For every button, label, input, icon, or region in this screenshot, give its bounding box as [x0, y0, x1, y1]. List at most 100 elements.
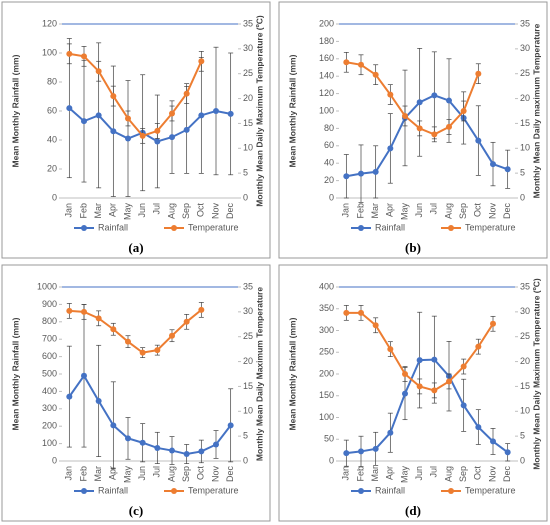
- x-tick-label: Mar: [93, 203, 103, 219]
- x-tick-label: Jan: [64, 203, 74, 218]
- x-tick-label: Feb: [355, 466, 365, 482]
- y-tick-label: 900: [42, 299, 57, 309]
- y-tick-label: 0: [52, 455, 57, 465]
- point: [139, 132, 146, 139]
- y-tick-label: 20: [47, 163, 57, 173]
- point: [125, 435, 131, 442]
- y-tick-label: 300: [42, 403, 57, 413]
- y-tick-label: 120: [319, 88, 334, 98]
- point: [446, 123, 452, 130]
- y-tick-label: 100: [42, 47, 57, 57]
- series-line: [69, 309, 202, 354]
- point: [198, 448, 205, 455]
- panel-border: [1, 1, 271, 259]
- series-line: [346, 61, 480, 136]
- x-tick-label: Jun: [137, 466, 147, 481]
- y-tick-label: 80: [47, 76, 57, 86]
- x-tick-label: Mar: [370, 466, 380, 482]
- y-tick-label: 250: [319, 347, 334, 357]
- point: [139, 349, 146, 356]
- y2-tick-label: 15: [243, 381, 253, 391]
- x-tick-label: Dec: [225, 466, 235, 483]
- point: [446, 97, 452, 104]
- legend-marker: [81, 225, 87, 231]
- point: [358, 309, 364, 316]
- y2-tick-label: 25: [520, 68, 530, 78]
- x-tick-label: Apr: [108, 203, 118, 217]
- x-tick-label: Jan: [64, 466, 74, 481]
- point: [372, 322, 379, 329]
- point: [343, 173, 350, 180]
- point: [372, 445, 379, 452]
- panel-border: [278, 1, 548, 259]
- point: [125, 338, 131, 345]
- y-tick-label: 0: [52, 192, 57, 202]
- y-tick-label: 160: [319, 53, 334, 63]
- y-tick-label: 400: [319, 281, 334, 291]
- y-tick-label: 1000: [37, 281, 57, 291]
- point: [110, 422, 117, 429]
- point: [198, 306, 205, 313]
- y2-tick-label: 35: [520, 281, 530, 291]
- y2-tick-label: 15: [520, 118, 530, 128]
- x-tick-label: Jul: [429, 466, 439, 478]
- panel-label: (c): [129, 503, 143, 518]
- legend-label: Rainfall: [375, 222, 405, 232]
- y2-axis-title: Monthly Mean Daily Maximum Temperature (…: [531, 278, 541, 470]
- legend-marker: [448, 225, 454, 231]
- y2-tick-label: 30: [243, 43, 253, 53]
- point: [95, 112, 102, 119]
- point: [125, 135, 131, 142]
- point: [66, 50, 73, 57]
- point: [372, 71, 379, 78]
- y2-tick-label: 15: [243, 118, 253, 128]
- panel-border: [1, 264, 271, 522]
- x-tick-label: Jun: [137, 203, 147, 218]
- y2-tick-label: 20: [243, 93, 253, 103]
- y-tick-label: 350: [319, 303, 334, 313]
- y-tick-label: 500: [42, 368, 57, 378]
- panel-label: (a): [128, 240, 143, 255]
- y-tick-label: 60: [47, 105, 57, 115]
- panel: 0 100 200 300 400 500 600 700 800 900 1000 0 5 10 15 20…: [1, 264, 271, 522]
- point: [504, 166, 511, 173]
- y2-tick-label: 20: [243, 356, 253, 366]
- y2-tick-label: 35: [243, 18, 253, 28]
- series-line: [69, 52, 203, 138]
- y-tick-label: 100: [42, 438, 57, 448]
- y2-tick-label: 30: [520, 306, 530, 316]
- legend-marker: [171, 488, 177, 494]
- y-tick-label: 100: [319, 412, 334, 422]
- point: [358, 448, 364, 455]
- point: [387, 91, 394, 98]
- point: [183, 451, 190, 458]
- point: [343, 450, 350, 457]
- point: [169, 447, 175, 454]
- point: [154, 444, 161, 451]
- point: [475, 424, 482, 431]
- y-tick-label: 0: [329, 192, 334, 202]
- point: [110, 128, 117, 135]
- x-tick-label: Sep: [458, 466, 468, 482]
- point: [81, 308, 87, 315]
- y2-tick-label: 10: [243, 143, 253, 153]
- point: [183, 318, 190, 325]
- x-tick-label: Apr: [108, 466, 118, 480]
- y2-tick-label: 25: [243, 68, 253, 78]
- x-tick-label: Nov: [210, 203, 220, 220]
- point: [475, 70, 482, 77]
- x-tick-label: Jan: [341, 203, 351, 218]
- y2-tick-label: 0: [520, 192, 525, 202]
- point: [358, 170, 364, 177]
- panel-label: (b): [405, 240, 421, 255]
- x-tick-label: Jan: [341, 466, 351, 481]
- y-tick-label: 100: [319, 105, 334, 115]
- y-tick-label: 0: [329, 455, 334, 465]
- y-tick-label: 400: [42, 386, 57, 396]
- x-tick-label: May: [122, 466, 132, 484]
- point: [95, 68, 102, 75]
- point: [95, 315, 102, 322]
- point: [416, 383, 423, 390]
- series-line: [68, 373, 232, 456]
